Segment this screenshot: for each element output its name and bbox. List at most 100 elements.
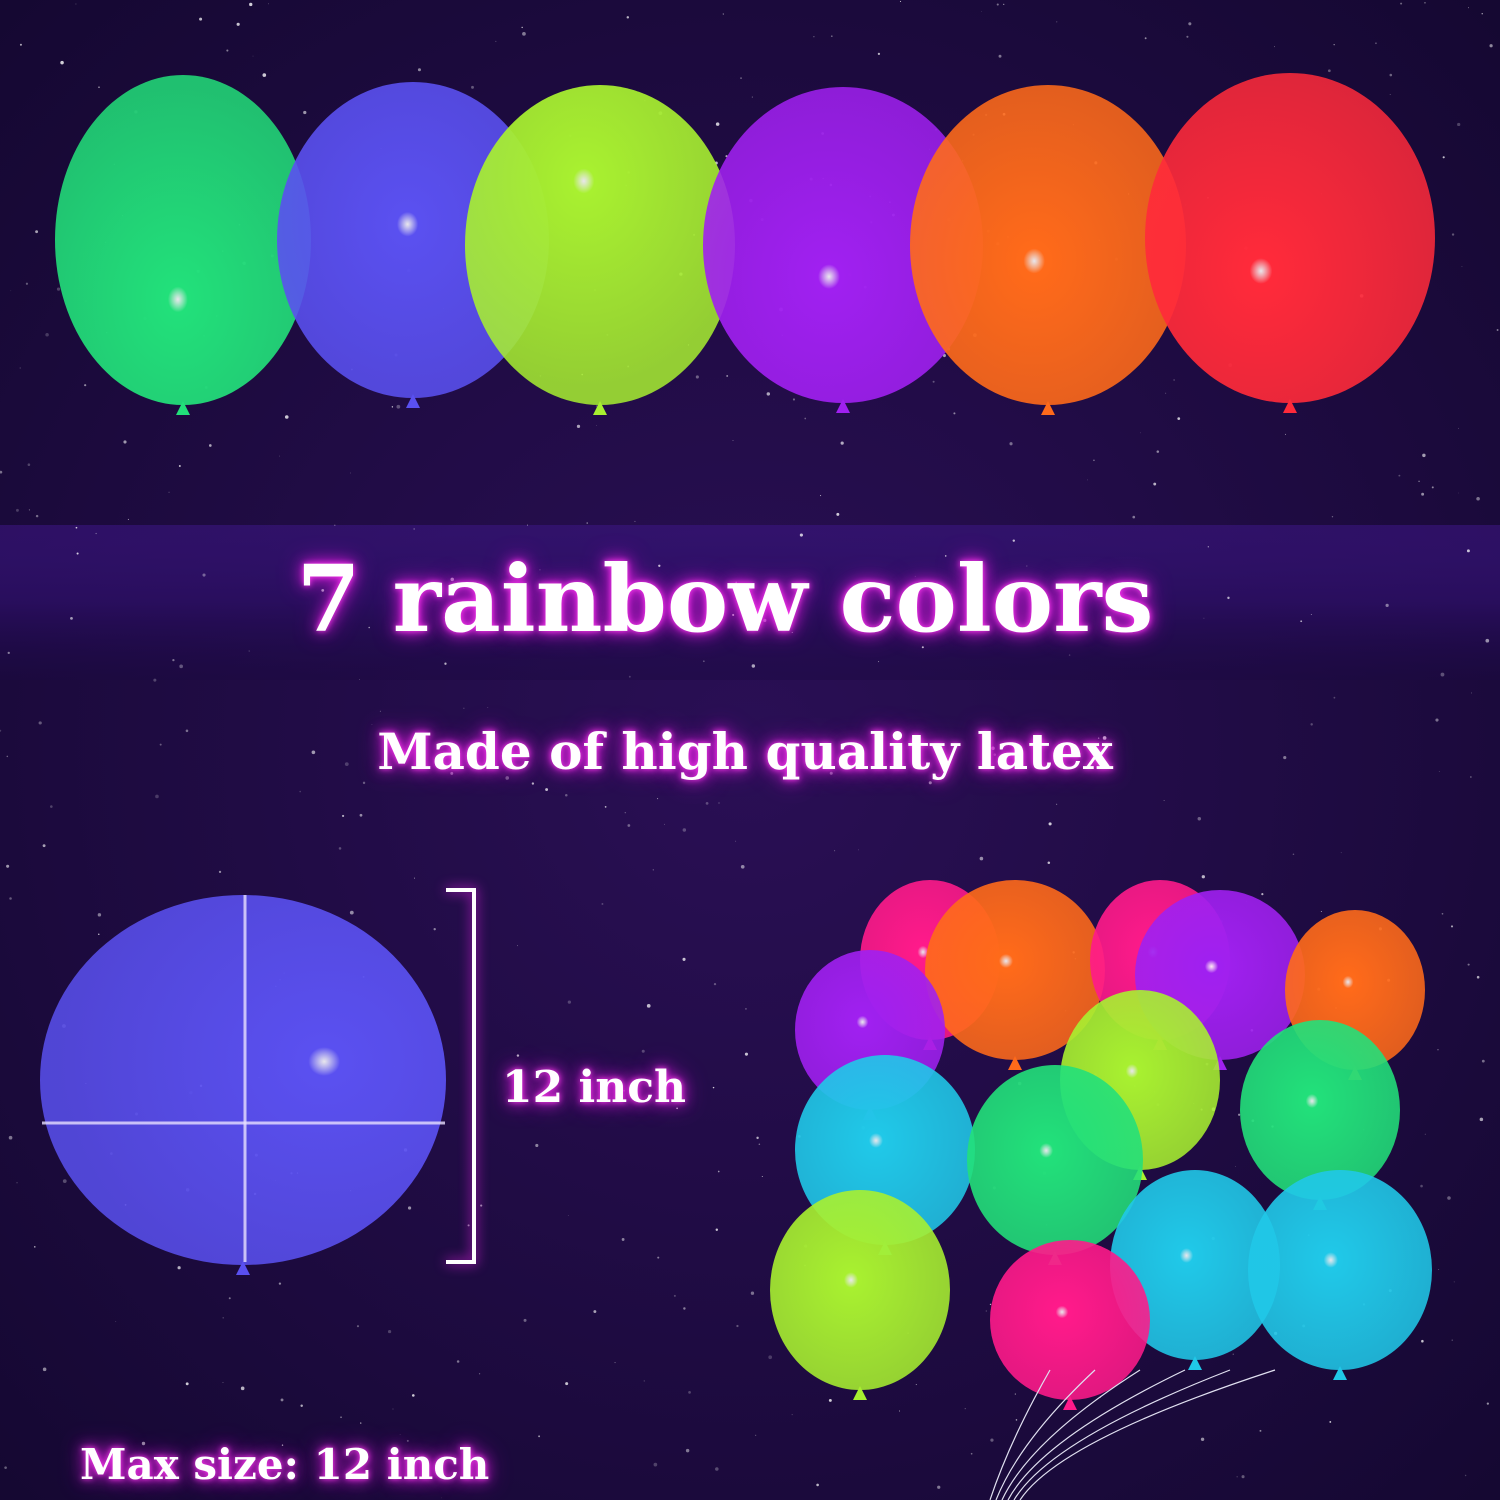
star [928, 781, 932, 785]
star [1177, 417, 1181, 420]
star [155, 794, 159, 799]
star [740, 77, 742, 79]
star [545, 788, 549, 791]
star [222, 1382, 224, 1383]
star [1398, 474, 1401, 477]
star [1048, 822, 1052, 826]
star [1320, 910, 1322, 913]
star [732, 613, 735, 617]
star [1375, 42, 1377, 45]
star [1140, 432, 1141, 434]
star [98, 86, 100, 89]
star [7, 651, 10, 655]
star [450, 771, 454, 775]
star [1153, 482, 1157, 486]
star [623, 1089, 626, 1092]
balloon [1145, 73, 1435, 403]
star [16, 508, 19, 512]
star [399, 1434, 401, 1435]
star [1026, 565, 1028, 567]
star [396, 404, 401, 409]
star [359, 813, 363, 817]
star [695, 375, 699, 379]
star [1389, 94, 1391, 95]
star [1440, 672, 1445, 677]
star [228, 1297, 231, 1300]
star [168, 491, 170, 493]
star [932, 380, 935, 383]
star [413, 528, 415, 530]
star [1389, 73, 1393, 77]
star [937, 1485, 941, 1489]
star [226, 49, 229, 52]
balloons [40, 73, 1435, 1500]
star [740, 864, 745, 869]
star [1467, 963, 1470, 966]
star [1188, 22, 1192, 26]
star [836, 512, 840, 516]
star [75, 526, 78, 529]
star [115, 1321, 117, 1323]
star [652, 869, 654, 871]
star [682, 828, 687, 832]
star [8, 1135, 13, 1140]
star [521, 26, 523, 29]
star [1197, 817, 1201, 821]
star [1274, 46, 1275, 48]
star [676, 1107, 678, 1110]
star [735, 840, 737, 842]
balloon-knot [176, 401, 190, 415]
star [249, 2, 253, 7]
star [463, 707, 465, 709]
star [1056, 803, 1058, 805]
star [379, 710, 381, 712]
star [1068, 654, 1071, 656]
star [732, 440, 734, 441]
star [726, 375, 729, 377]
star [768, 1355, 773, 1360]
star [1259, 1429, 1262, 1432]
star [444, 662, 447, 665]
star [236, 22, 240, 26]
star [208, 444, 212, 447]
star [1015, 1419, 1018, 1421]
star [1458, 427, 1460, 429]
star [993, 753, 997, 756]
star [614, 1362, 616, 1364]
star [1014, 1393, 1016, 1395]
star [981, 11, 982, 12]
star [751, 664, 756, 668]
star [1450, 925, 1454, 928]
star [199, 17, 203, 21]
star [1327, 69, 1331, 73]
star [1385, 603, 1389, 607]
star [1438, 771, 1440, 773]
star [1056, 21, 1058, 23]
star [840, 441, 844, 445]
star [42, 1367, 47, 1372]
star [10, 290, 12, 292]
star [1461, 266, 1463, 268]
star [653, 1462, 658, 1467]
balloon [770, 1190, 950, 1390]
star [1102, 736, 1107, 740]
size-guide [42, 888, 476, 1264]
star [944, 555, 947, 557]
star [914, 575, 916, 577]
star [35, 230, 39, 234]
star [527, 524, 528, 526]
star [123, 440, 127, 444]
star [1476, 496, 1480, 501]
star [715, 122, 720, 126]
star [411, 1394, 415, 1397]
balloon-string [995, 1369, 1096, 1500]
star [799, 533, 803, 537]
star [387, 1329, 392, 1334]
star [621, 1238, 625, 1241]
star [1003, 3, 1005, 5]
star [1420, 1184, 1423, 1188]
balloon-string [1013, 1369, 1231, 1500]
star [177, 1266, 181, 1270]
star [62, 1179, 67, 1184]
star [281, 1444, 284, 1446]
